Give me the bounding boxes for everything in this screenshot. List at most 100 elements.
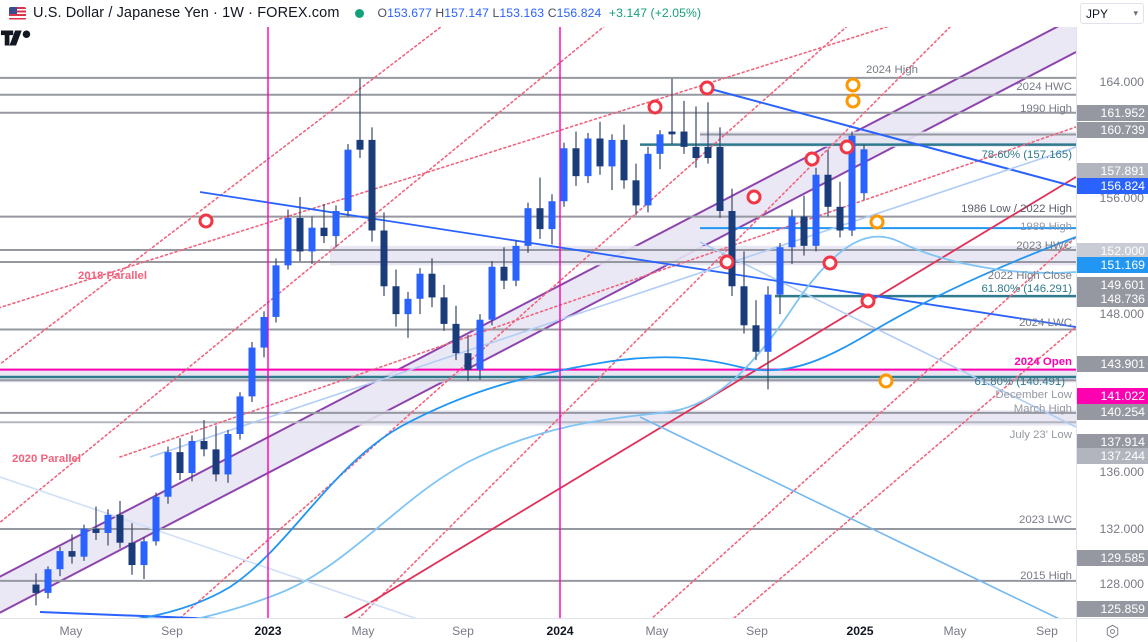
candle-body[interactable]: [260, 316, 268, 348]
candle-body[interactable]: [56, 551, 64, 570]
label-1989-high[interactable]: 1989 High: [1020, 221, 1072, 233]
candle-body[interactable]: [644, 153, 652, 206]
candle-body[interactable]: [428, 273, 436, 298]
label-2024-hwc[interactable]: 2024 HWC: [1016, 81, 1072, 93]
candle-body[interactable]: [524, 208, 532, 246]
price-level-badge[interactable]: 152.000: [1077, 243, 1148, 259]
candle-body[interactable]: [824, 174, 832, 207]
pivot-marker[interactable]: [869, 214, 885, 230]
candle-body[interactable]: [596, 138, 604, 167]
candle-body[interactable]: [860, 149, 868, 194]
label-2020-parallel[interactable]: 2020 Parallel: [12, 453, 82, 465]
candle-body[interactable]: [440, 297, 448, 324]
label-fib-786[interactable]: 78.60% (157.165): [981, 149, 1072, 161]
currency-selector[interactable]: JPY ▾: [1080, 3, 1144, 24]
pivot-marker[interactable]: [860, 293, 876, 309]
symbol-title[interactable]: U.S. Dollar / Japanese Yen · 1W · FOREX.…: [33, 5, 340, 21]
price-level-badge[interactable]: 160.739: [1077, 122, 1148, 138]
label-1990-high[interactable]: 1990 High: [1020, 103, 1072, 115]
candle-body[interactable]: [452, 323, 460, 354]
candle-body[interactable]: [404, 298, 412, 315]
candle-body[interactable]: [224, 434, 232, 475]
candle-body[interactable]: [584, 138, 592, 177]
pivot-marker[interactable]: [198, 213, 214, 229]
candle-body[interactable]: [296, 217, 304, 252]
trendline-dotted[interactable]: [179, 27, 880, 618]
candle-body[interactable]: [392, 286, 400, 315]
pivot-marker[interactable]: [878, 373, 894, 389]
trendline-blue[interactable]: [699, 241, 1076, 428]
candle-body[interactable]: [464, 353, 472, 370]
trendline-dotted[interactable]: [0, 27, 480, 387]
candle-body[interactable]: [476, 319, 484, 370]
trendline-dotted[interactable]: [0, 27, 1076, 317]
trendline-crimson[interactable]: [330, 176, 1076, 618]
pivot-marker[interactable]: [822, 255, 838, 271]
label-fib-618-146[interactable]: 61.80% (146.291): [981, 283, 1072, 295]
price-level-badge[interactable]: 161.952: [1077, 105, 1148, 121]
candle-body[interactable]: [788, 216, 796, 248]
trendline-dotted[interactable]: [700, 326, 1076, 618]
candle-body[interactable]: [500, 266, 508, 281]
label-december-low[interactable]: December Low: [995, 389, 1072, 401]
candle-body[interactable]: [800, 216, 808, 246]
candle-body[interactable]: [752, 325, 760, 352]
candle-body[interactable]: [140, 541, 148, 566]
candle-body[interactable]: [620, 139, 628, 181]
candle-body[interactable]: [764, 294, 772, 352]
pivot-marker[interactable]: [839, 139, 855, 155]
label-2024-open[interactable]: 2024 Open: [1014, 356, 1072, 368]
trendline-dotted[interactable]: [330, 27, 980, 618]
candle-body[interactable]: [68, 551, 76, 557]
candle-body[interactable]: [776, 247, 784, 295]
candle-body[interactable]: [704, 146, 712, 159]
candle-body[interactable]: [116, 514, 124, 543]
candle-body[interactable]: [380, 230, 388, 287]
candle-body[interactable]: [236, 396, 244, 435]
label-fib-618-140[interactable]: 61.80% (140.491): [974, 376, 1065, 388]
price-level-badge[interactable]: 141.022: [1077, 388, 1148, 404]
time-axis[interactable]: May Sep 2023 May Sep 2024 May Sep 2025 May Sep: [0, 618, 1148, 642]
channel-line-2020-lower[interactable]: [0, 51, 1076, 618]
chart-settings-button[interactable]: [1076, 619, 1148, 642]
pivot-marker[interactable]: [719, 254, 735, 270]
candle-body[interactable]: [188, 440, 196, 474]
pivot-marker[interactable]: [746, 189, 762, 205]
price-level-badge[interactable]: 125.859: [1077, 601, 1148, 617]
price-axis[interactable]: 164.000 156.000 148.000 136.000 132.000 128.0…: [1076, 27, 1148, 642]
trendline-blue[interactable]: [0, 476, 500, 618]
candle-body[interactable]: [632, 180, 640, 206]
candle-body[interactable]: [176, 452, 184, 474]
trendline-blue[interactable]: [149, 146, 1076, 458]
candle-body[interactable]: [248, 347, 256, 397]
label-2023-hwc[interactable]: 2023 HWC: [1016, 240, 1072, 252]
candle-body[interactable]: [272, 265, 280, 317]
trendline-blue[interactable]: [199, 191, 1076, 328]
candle-body[interactable]: [680, 131, 688, 147]
pivot-marker[interactable]: [845, 93, 861, 109]
price-level-badge[interactable]: 137.914: [1077, 434, 1148, 450]
label-2024-lwc[interactable]: 2024 LWC: [1019, 317, 1072, 329]
pivot-marker[interactable]: [845, 77, 861, 93]
label-2022-high-close[interactable]: 2022 High Close: [987, 270, 1072, 282]
label-2023-lwc[interactable]: 2023 LWC: [1019, 514, 1072, 526]
candle-body[interactable]: [656, 134, 664, 154]
chart-plot-area[interactable]: 2024 High 2024 HWC 1990 High 78.60% (157.16…: [0, 27, 1076, 618]
candle-body[interactable]: [152, 496, 160, 542]
candle-body[interactable]: [812, 174, 820, 246]
candle-body[interactable]: [488, 266, 496, 320]
candle-body[interactable]: [92, 528, 100, 533]
candle-body[interactable]: [560, 148, 568, 202]
candle-body[interactable]: [668, 131, 676, 135]
trendline-dotted[interactable]: [620, 236, 1076, 618]
candle-body[interactable]: [164, 452, 172, 497]
candle-body[interactable]: [728, 210, 736, 287]
label-2018-parallel[interactable]: 2018 Parallel: [78, 270, 148, 282]
candle-body[interactable]: [104, 514, 112, 533]
candle-body[interactable]: [572, 148, 580, 177]
pivot-marker[interactable]: [699, 80, 715, 96]
label-1986-low-2022-high[interactable]: 1986 Low / 2022 High: [961, 203, 1072, 215]
candle-body[interactable]: [32, 584, 40, 593]
candle-body[interactable]: [692, 146, 700, 159]
candle-body[interactable]: [416, 273, 424, 299]
